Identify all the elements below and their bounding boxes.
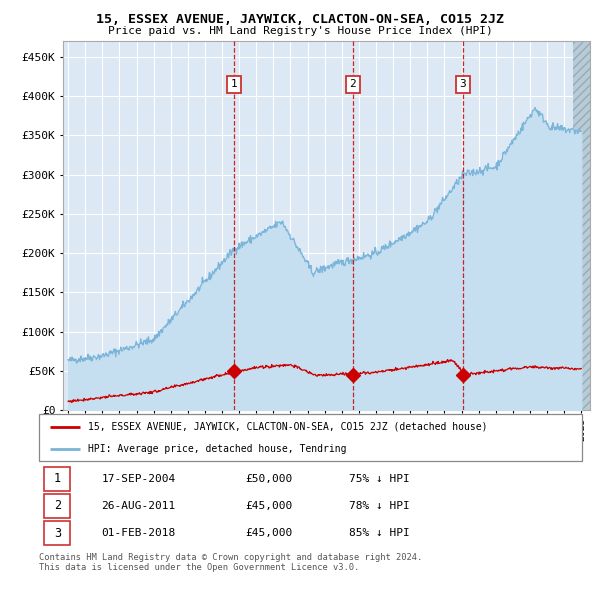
Text: £45,000: £45,000 [245, 501, 293, 511]
Text: 1: 1 [54, 472, 61, 485]
Text: 01-FEB-2018: 01-FEB-2018 [101, 528, 176, 538]
Text: 17-SEP-2004: 17-SEP-2004 [101, 474, 176, 484]
Text: 2: 2 [54, 499, 61, 513]
Text: Price paid vs. HM Land Registry's House Price Index (HPI): Price paid vs. HM Land Registry's House … [107, 26, 493, 36]
Text: 75% ↓ HPI: 75% ↓ HPI [349, 474, 409, 484]
Text: 78% ↓ HPI: 78% ↓ HPI [349, 501, 409, 511]
Text: 15, ESSEX AVENUE, JAYWICK, CLACTON-ON-SEA, CO15 2JZ (detached house): 15, ESSEX AVENUE, JAYWICK, CLACTON-ON-SE… [88, 422, 487, 432]
Text: £45,000: £45,000 [245, 528, 293, 538]
Text: 85% ↓ HPI: 85% ↓ HPI [349, 528, 409, 538]
FancyBboxPatch shape [39, 414, 582, 461]
Text: 2: 2 [350, 80, 356, 90]
Text: £50,000: £50,000 [245, 474, 293, 484]
FancyBboxPatch shape [44, 467, 70, 490]
Text: 3: 3 [460, 80, 466, 90]
FancyBboxPatch shape [44, 522, 70, 545]
Bar [572, 41, 598, 410]
Text: 1: 1 [231, 80, 238, 90]
Text: 15, ESSEX AVENUE, JAYWICK, CLACTON-ON-SEA, CO15 2JZ: 15, ESSEX AVENUE, JAYWICK, CLACTON-ON-SE… [96, 13, 504, 26]
Text: This data is licensed under the Open Government Licence v3.0.: This data is licensed under the Open Gov… [39, 563, 359, 572]
Text: Contains HM Land Registry data © Crown copyright and database right 2024.: Contains HM Land Registry data © Crown c… [39, 553, 422, 562]
FancyBboxPatch shape [44, 494, 70, 518]
Text: 3: 3 [54, 527, 61, 540]
Text: 26-AUG-2011: 26-AUG-2011 [101, 501, 176, 511]
Text: HPI: Average price, detached house, Tendring: HPI: Average price, detached house, Tend… [88, 444, 346, 454]
